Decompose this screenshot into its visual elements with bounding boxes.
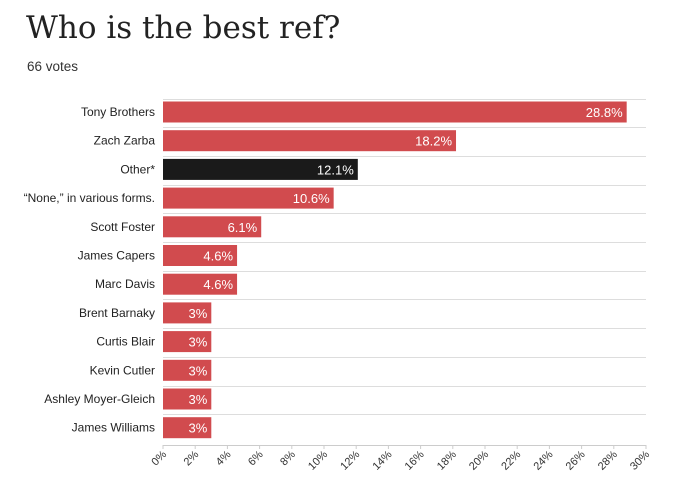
x-tick-label: 16%: [403, 448, 427, 472]
category-label: Kevin Cutler: [90, 363, 155, 377]
category-label: Other*: [120, 162, 155, 176]
bar: [163, 245, 238, 266]
bar: [163, 388, 212, 410]
bar: [163, 331, 212, 353]
category-label: Marc Davis: [95, 277, 155, 291]
category-label: James Capers: [78, 249, 155, 263]
x-tick-label: 22%: [499, 448, 523, 472]
data-label: 3%: [189, 392, 208, 407]
x-tick-label: 24%: [531, 448, 555, 472]
x-tick-label: 26%: [564, 448, 588, 472]
x-tick-label: 30%: [628, 448, 652, 472]
data-label: 3%: [189, 421, 208, 436]
data-label: 3%: [189, 306, 208, 321]
data-label: 12.1%: [317, 162, 354, 177]
x-tick-label: 2%: [182, 448, 202, 468]
data-label: 18.2%: [415, 134, 452, 149]
bar: [163, 158, 358, 180]
category-label: Scott Foster: [90, 220, 155, 234]
x-tick-label: 4%: [214, 448, 234, 468]
category-label: Zach Zarba: [94, 134, 156, 148]
data-label: 4.6%: [203, 249, 233, 264]
x-tick-label: 6%: [246, 448, 266, 468]
bar: [163, 187, 334, 209]
bar: [163, 130, 457, 152]
bar: [163, 417, 212, 439]
x-tick-label: 8%: [278, 448, 298, 468]
bar: [163, 359, 212, 381]
category-label: Tony Brothers: [81, 105, 155, 119]
category-label: “None,” in various forms.: [24, 191, 155, 205]
category-label: Curtis Blair: [96, 335, 155, 349]
data-label: 4.6%: [203, 277, 233, 292]
data-label: 28.8%: [586, 105, 623, 120]
bar: [163, 302, 212, 324]
x-tick-label: 20%: [467, 448, 491, 472]
data-label: 10.6%: [293, 191, 330, 206]
x-tick-label: 14%: [370, 448, 394, 472]
bar: [163, 216, 262, 238]
x-tick-label: 10%: [306, 448, 330, 472]
category-label: Ashley Moyer-Gleich: [44, 392, 155, 406]
x-tick-label: 12%: [338, 448, 362, 472]
x-tick-label: 18%: [435, 448, 459, 472]
x-tick-label: 28%: [596, 448, 620, 472]
category-label: James Williams: [72, 421, 155, 435]
data-label: 3%: [189, 335, 208, 350]
x-tick-label: 0%: [149, 448, 169, 468]
bar: [163, 273, 238, 295]
category-label: Brent Barnaky: [79, 306, 155, 320]
chart-title: Who is the best ref?: [26, 10, 341, 46]
data-label: 6.1%: [228, 220, 258, 235]
chart-subtitle: 66 votes: [27, 59, 79, 74]
data-label: 3%: [189, 363, 208, 378]
bar: [163, 101, 627, 123]
